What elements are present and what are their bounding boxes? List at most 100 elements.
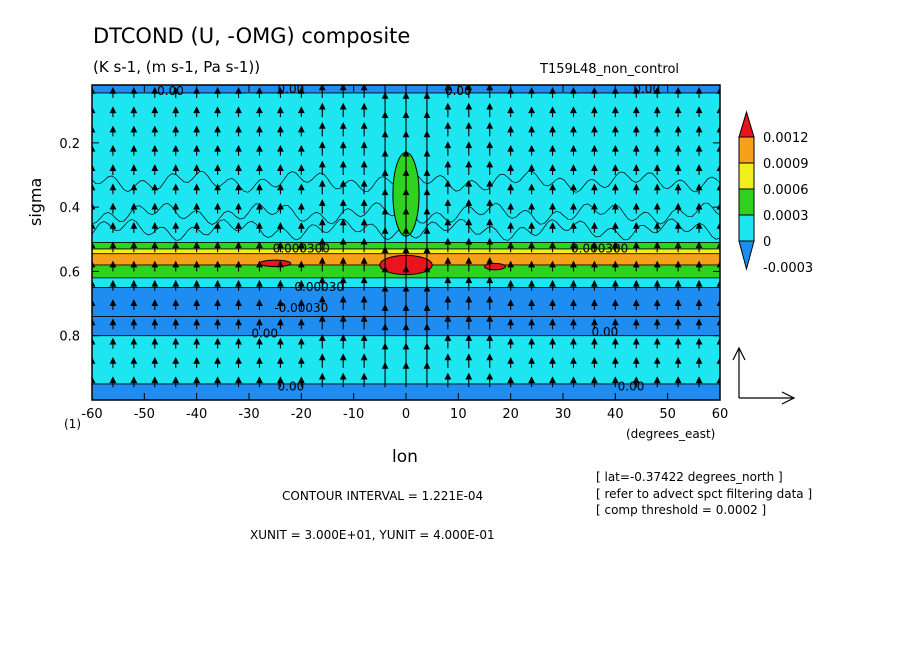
vector-arrow-head xyxy=(549,299,556,306)
vector-arrow-head xyxy=(297,279,305,287)
vector-arrow-head xyxy=(611,125,619,133)
contour-label: -0.00030 xyxy=(290,280,344,294)
vector-arrow-head xyxy=(591,144,598,152)
vector-arrow-head xyxy=(172,357,180,364)
vector-arrow-head xyxy=(570,260,577,268)
vector-arrow-head xyxy=(360,334,368,341)
unit-vector-y-head xyxy=(732,346,746,361)
vector-arrow-head xyxy=(549,318,556,326)
vector-arrow-head xyxy=(695,125,703,133)
vector-arrow-head xyxy=(444,179,452,187)
vector-arrow-head xyxy=(695,318,703,326)
vector-arrow-head xyxy=(130,87,138,94)
vector-arrow-head xyxy=(674,144,682,152)
vector-arrow-head xyxy=(423,361,431,369)
vector-arrow-head xyxy=(486,314,494,322)
vector-arrow-head xyxy=(549,222,556,229)
vector-arrow-head xyxy=(297,202,305,210)
vector-arrow-head xyxy=(674,376,682,384)
vector-arrow-head xyxy=(297,241,305,249)
vector-arrow-head xyxy=(465,334,473,341)
vector-arrow-head xyxy=(465,256,473,264)
vector-arrow-head xyxy=(360,160,368,168)
vector-arrow-head xyxy=(172,376,180,384)
vector-arrow-head xyxy=(632,279,640,287)
vector-arrow-head xyxy=(674,299,682,306)
vector-arrow-head xyxy=(611,318,619,326)
vector-arrow-head xyxy=(486,102,494,110)
vector-arrow-head xyxy=(172,87,180,94)
vector-arrow-head xyxy=(109,337,117,345)
vector-arrow-head xyxy=(570,337,577,345)
vector-arrow-head xyxy=(465,160,473,168)
vector-arrow-head xyxy=(695,183,703,191)
vector-arrow-head xyxy=(277,260,284,268)
vector-arrow-head xyxy=(632,299,640,306)
vector-arrow-head xyxy=(570,376,577,384)
vector-arrow-head xyxy=(695,222,703,229)
vector-units: XUNIT = 3.000E+01, YUNIT = 4.000E-01 xyxy=(250,528,495,542)
vector-arrow-head xyxy=(507,260,515,268)
legend-label: 0 xyxy=(763,235,771,250)
contour-label: 0.00 xyxy=(157,84,184,98)
vector-arrow-head xyxy=(235,318,242,326)
vector-arrow-head xyxy=(444,141,452,149)
vector-arrow-head xyxy=(549,337,556,345)
vector-arrow-head xyxy=(360,372,368,380)
note-lat: [ lat=-0.37422 degrees_north ] xyxy=(596,470,783,484)
vector-arrow-head xyxy=(423,188,431,196)
vector-arrow-head xyxy=(570,144,577,152)
vector-arrow-head xyxy=(486,179,494,187)
vector-arrow-head xyxy=(130,318,138,326)
vector-arrow-head xyxy=(130,299,138,306)
vector-arrow-head xyxy=(402,246,410,253)
vector-arrow-head xyxy=(130,260,138,268)
vector-arrow-head xyxy=(130,241,138,249)
vector-arrow-head xyxy=(402,226,410,234)
vector-arrow-head xyxy=(109,299,117,306)
legend-swatch xyxy=(738,188,755,216)
vector-arrow-head xyxy=(256,241,263,249)
vector-arrow-head xyxy=(444,102,452,110)
vector-arrow-head xyxy=(151,222,159,229)
vector-arrow-head xyxy=(381,361,389,369)
vector-arrow-head xyxy=(235,260,242,268)
x-axis-label: lon xyxy=(392,447,418,467)
vector-arrow-head xyxy=(151,202,159,210)
vector-arrow-head xyxy=(423,342,431,350)
vector-arrow-head xyxy=(360,353,368,361)
legend-label: 0.0003 xyxy=(763,209,809,224)
vector-arrow-head xyxy=(277,241,284,249)
contour-cell xyxy=(258,259,292,268)
vector-arrow-head xyxy=(632,125,640,133)
vector-arrow-head xyxy=(402,284,410,292)
vector-arrow-head xyxy=(193,106,201,114)
plot-area: 0.00 0.00 0.00 0.00 0.000300 0.000300 -0.00030… xyxy=(92,74,720,400)
vector-arrow-head xyxy=(193,299,201,306)
vector-arrow-head xyxy=(360,121,368,129)
vector-arrow-head xyxy=(297,318,305,326)
vector-arrow-head xyxy=(591,318,598,326)
vector-arrow-head xyxy=(339,199,347,206)
vector-arrow-head xyxy=(507,106,515,114)
vector-arrow-head xyxy=(591,357,598,364)
vector-arrow-head xyxy=(674,106,682,114)
vector-arrow-head xyxy=(318,276,326,284)
vector-arrow-head xyxy=(172,183,180,191)
vector-arrow-head xyxy=(528,125,535,133)
contour-label: 0.000300 xyxy=(273,241,330,255)
vector-arrow-head xyxy=(695,164,703,171)
vector-arrow-head xyxy=(193,222,201,229)
vector-arrow-head xyxy=(444,372,452,380)
vector-arrow-head xyxy=(383,74,388,79)
vector-arrow-head xyxy=(611,106,619,114)
vector-arrow-head xyxy=(653,357,661,364)
vector-arrow-head xyxy=(318,85,326,91)
vector-arrow-head xyxy=(695,87,703,94)
vector-arrow-head xyxy=(381,342,389,350)
vector-arrow-head xyxy=(151,241,159,249)
vector-arrow-head xyxy=(570,299,577,306)
y-tick-label: 0.8 xyxy=(59,330,80,345)
vector-arrow-head xyxy=(570,183,577,191)
